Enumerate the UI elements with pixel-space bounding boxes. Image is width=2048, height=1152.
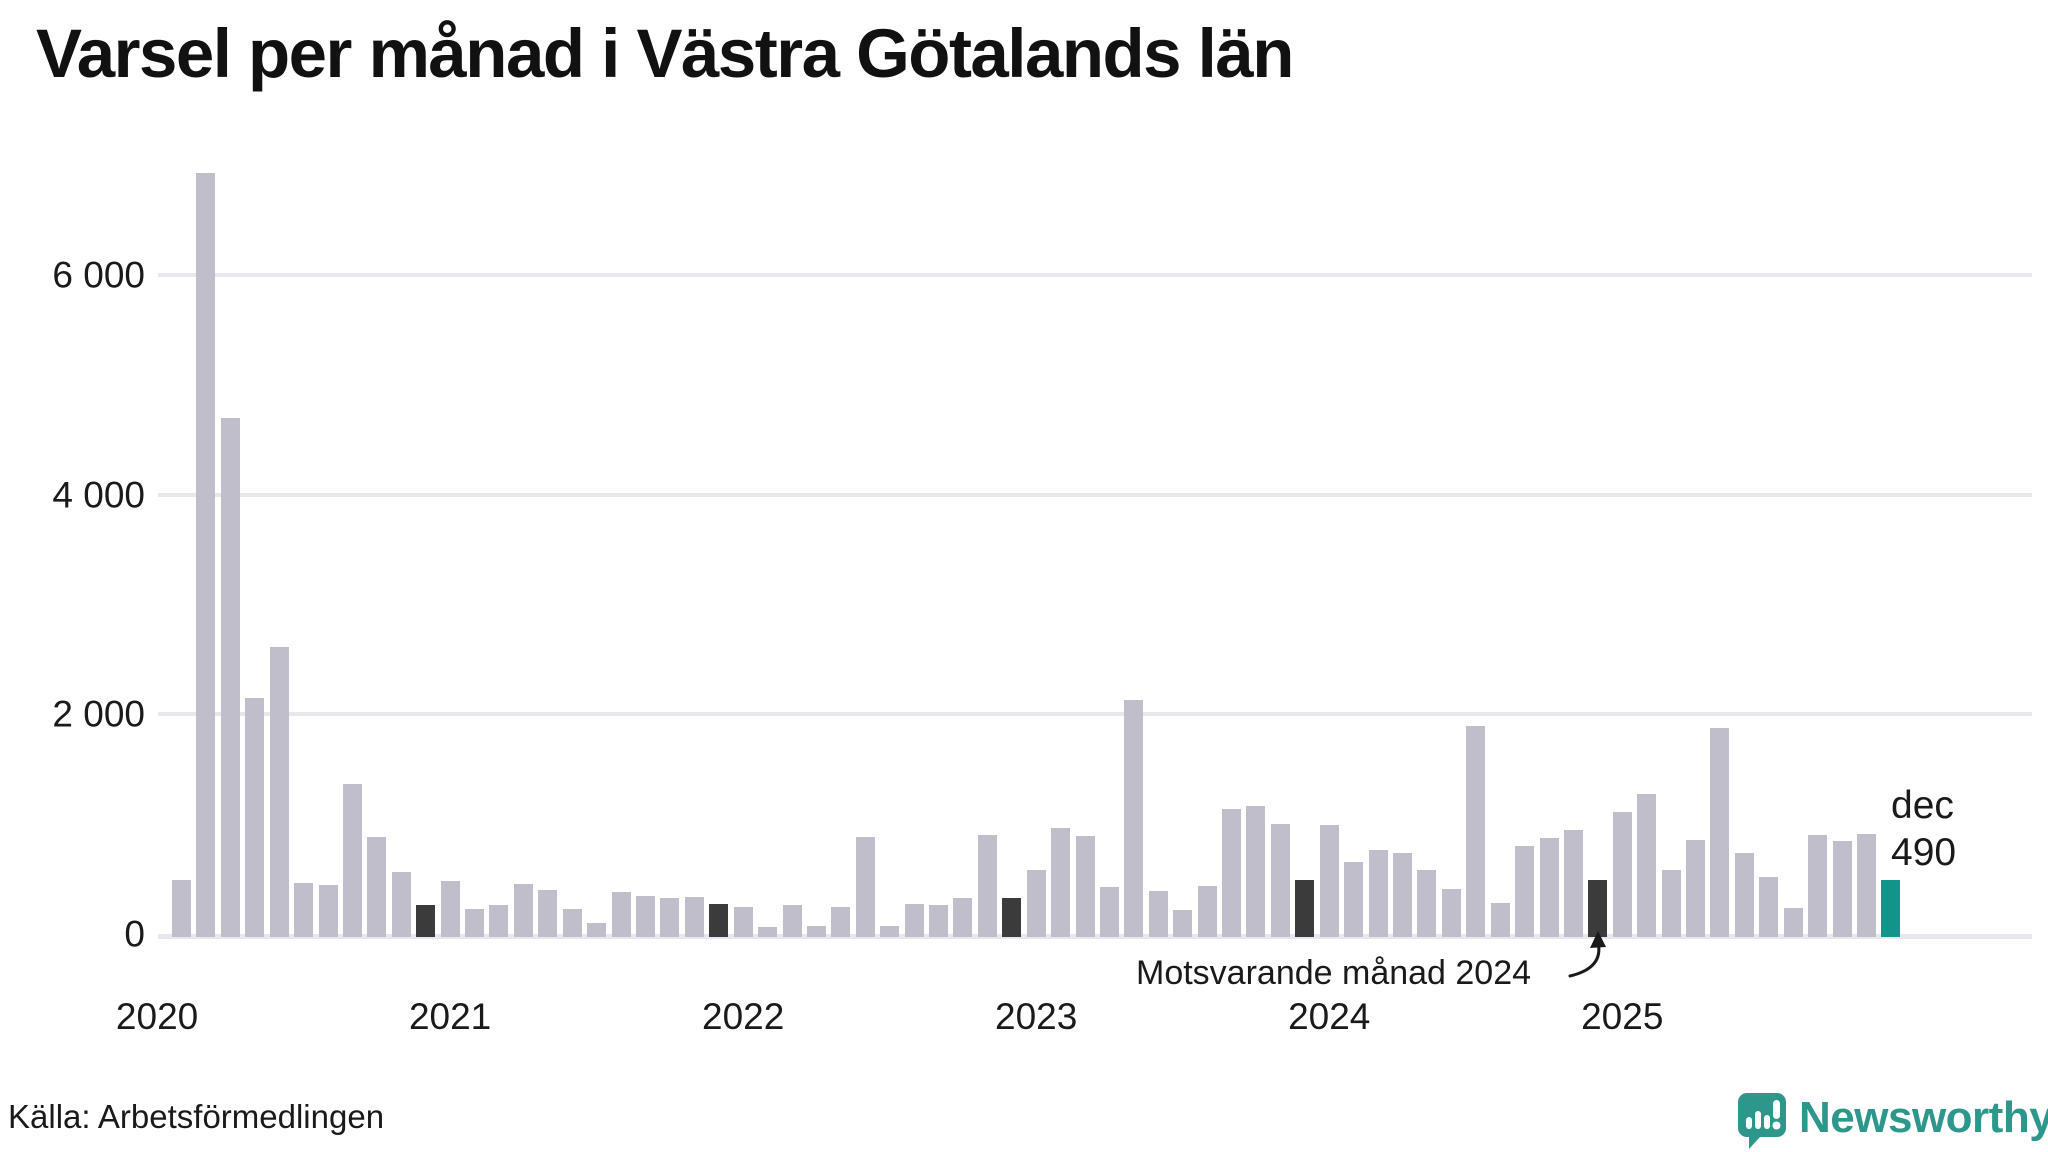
bar-aug-2021 (611, 891, 631, 937)
bar-jul-2020 (294, 882, 314, 937)
bar-sep-2022 (929, 905, 949, 937)
x-tick-label-2024: 2024 (1288, 996, 1371, 1037)
bar-jan-2025 (1612, 811, 1632, 937)
gridline-4000 (158, 492, 2032, 497)
bar-jun-2022 (855, 836, 875, 937)
current-bar-value: 490 (1891, 831, 1957, 874)
bar-jan-2023 (1026, 870, 1046, 937)
bar-sep-2024 (1515, 845, 1535, 937)
source-caption: Källa: Arbetsförmedlingen (8, 1098, 385, 1135)
bar-nov-2022 (977, 834, 997, 937)
bar-apr-2022 (806, 925, 826, 937)
bar-dec-2021 (709, 904, 729, 937)
bar-okt-2023 (1246, 805, 1266, 937)
y-tick-label-0: 0 (124, 913, 145, 955)
bar-mar-2023 (1075, 835, 1095, 937)
bar-feb-2024 (1344, 861, 1364, 937)
gridline-6000 (158, 273, 2032, 278)
x-tick-label-2022: 2022 (702, 996, 785, 1037)
bar-jun-2023 (1148, 890, 1168, 937)
bar-apr-2025 (1686, 839, 1706, 937)
bar-jan-2024 (1319, 825, 1339, 937)
bar-sep-2021 (635, 896, 655, 937)
bar-sep-2023 (1222, 809, 1242, 937)
bar-jun-2021 (562, 908, 582, 937)
bar-jun-2025 (1734, 852, 1754, 937)
newsworthy-logo: Newsworthy (1737, 1092, 2048, 1150)
bar-aug-2020 (318, 884, 338, 937)
bar-mar-2022 (782, 905, 802, 937)
bar-apr-2021 (513, 884, 533, 937)
y-tick-label-4000: 4 000 (52, 474, 145, 516)
bar-jun-2024 (1441, 888, 1461, 937)
bar-dec-2020 (416, 904, 436, 937)
chart-title: Varsel per månad i Västra Götalands län (36, 15, 1294, 92)
annotation-arrow (1568, 931, 1606, 978)
bar-okt-2020 (367, 837, 387, 937)
bar-jan-2022 (733, 907, 753, 937)
y-tick-label-2000: 2 000 (52, 693, 145, 735)
bar-feb-2023 (1051, 828, 1071, 937)
bar-mar-2021 (489, 904, 509, 937)
bar-okt-2025 (1832, 841, 1852, 937)
bar-maj-2021 (538, 890, 558, 937)
bar-aug-2023 (1197, 886, 1217, 937)
bar-okt-2024 (1539, 838, 1559, 937)
bar-sep-2025 (1808, 834, 1828, 937)
gridline-2000 (158, 712, 2032, 717)
bar-dec-2024 (1588, 879, 1608, 937)
annotation-compare-month: Motsvarande månad 2024 (1136, 954, 1532, 992)
y-tick-label-6000: 6 000 (52, 254, 145, 296)
bar-sep-2020 (342, 783, 362, 937)
bar-feb-2021 (465, 909, 485, 937)
bar-dec-2025 (1881, 880, 1901, 937)
bar-nov-2020 (391, 871, 411, 937)
bar-maj-2022 (831, 906, 851, 937)
bar-nov-2023 (1270, 824, 1290, 937)
bar-maj-2023 (1124, 700, 1144, 937)
bar-jul-2025 (1759, 877, 1779, 937)
bar-mar-2024 (1368, 850, 1388, 937)
bar-nov-2021 (684, 897, 704, 937)
bar-apr-2023 (1099, 887, 1119, 937)
x-tick-label-2021: 2021 (408, 996, 492, 1037)
x-tick-label-2020: 2020 (115, 996, 199, 1037)
newsworthy-icon (1738, 1093, 1786, 1149)
bar-nov-2025 (1856, 833, 1876, 937)
bar-jun-2020 (269, 646, 289, 937)
bar-jul-2021 (587, 923, 607, 937)
current-bar-label: dec 490 (1891, 782, 1956, 876)
bar-okt-2022 (953, 897, 973, 937)
x-tick-label-2025: 2025 (1581, 996, 1664, 1037)
bar-maj-2025 (1710, 728, 1730, 937)
bar-dec-2022 (1002, 897, 1022, 937)
bar-maj-2020 (245, 697, 265, 937)
current-bar-month: dec (1891, 784, 1954, 827)
bar-maj-2024 (1417, 869, 1437, 937)
bar-feb-2025 (1637, 794, 1657, 937)
bar-feb-2022 (758, 927, 778, 937)
bar-feb-2020 (172, 880, 191, 937)
bar-mar-2025 (1661, 870, 1681, 937)
bar-aug-2022 (904, 904, 924, 937)
bar-aug-2025 (1783, 908, 1803, 937)
bar-apr-2024 (1393, 853, 1412, 937)
newsworthy-wordmark: Newsworthy (1799, 1093, 2048, 1142)
bar-jan-2021 (440, 881, 460, 937)
bar-jul-2024 (1466, 725, 1486, 937)
bar-mar-2020 (196, 173, 216, 937)
bar-apr-2020 (220, 417, 240, 937)
bar-dec-2023 (1295, 880, 1315, 937)
bar-okt-2021 (660, 897, 680, 937)
bar-nov-2024 (1563, 830, 1583, 937)
bar-jul-2023 (1173, 909, 1193, 937)
x-axis-line (158, 934, 2032, 939)
x-tick-label-2023: 2023 (995, 996, 1078, 1037)
bar-aug-2024 (1490, 903, 1510, 937)
bar-jul-2022 (880, 925, 900, 937)
